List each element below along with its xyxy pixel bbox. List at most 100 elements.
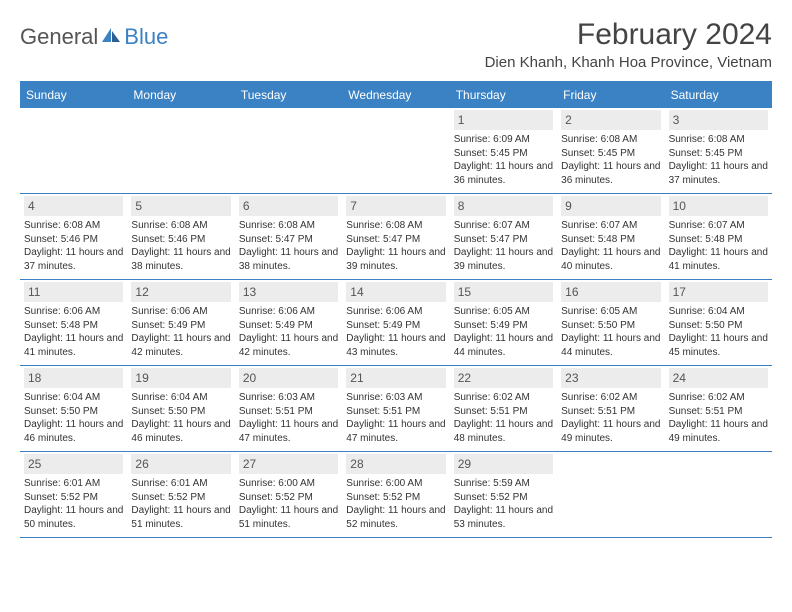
day-cell — [665, 452, 772, 537]
daylight-text: Daylight: 11 hours and 41 minutes. — [669, 246, 768, 273]
day-details: Sunrise: 5:59 AMSunset: 5:52 PMDaylight:… — [454, 477, 553, 531]
day-details: Sunrise: 6:05 AMSunset: 5:49 PMDaylight:… — [454, 305, 553, 359]
sunset-text: Sunset: 5:51 PM — [239, 405, 338, 419]
daylight-text: Daylight: 11 hours and 53 minutes. — [454, 504, 553, 531]
day-details: Sunrise: 6:03 AMSunset: 5:51 PMDaylight:… — [346, 391, 445, 445]
sunset-text: Sunset: 5:49 PM — [239, 319, 338, 333]
day-number: 27 — [239, 454, 338, 474]
day-number: 18 — [24, 368, 123, 388]
sunrise-text: Sunrise: 6:04 AM — [24, 391, 123, 405]
day-number: 14 — [346, 282, 445, 302]
day-details: Sunrise: 6:08 AMSunset: 5:45 PMDaylight:… — [561, 133, 660, 187]
sunrise-text: Sunrise: 6:07 AM — [561, 219, 660, 233]
title-block: February 2024 Dien Khanh, Khanh Hoa Prov… — [485, 18, 772, 71]
day-number: 6 — [239, 196, 338, 216]
day-details: Sunrise: 6:00 AMSunset: 5:52 PMDaylight:… — [346, 477, 445, 531]
sunrise-text: Sunrise: 6:08 AM — [669, 133, 768, 147]
day-cell: 1Sunrise: 6:09 AMSunset: 5:45 PMDaylight… — [450, 108, 557, 193]
day-cell: 15Sunrise: 6:05 AMSunset: 5:49 PMDayligh… — [450, 280, 557, 365]
day-number: 26 — [131, 454, 230, 474]
day-number: 23 — [561, 368, 660, 388]
day-details: Sunrise: 6:08 AMSunset: 5:47 PMDaylight:… — [239, 219, 338, 273]
day-cell: 13 Sunrise: 6:06 AMSunset: 5:49 PMDayligh… — [235, 280, 342, 365]
day-details: Sunrise: 6:06 AMSunset: 5:49 PMDaylight:… — [346, 305, 445, 359]
day-details: Sunrise: 6:05 AMSunset: 5:50 PMDaylight:… — [561, 305, 660, 359]
day-number: 25 — [24, 454, 123, 474]
day-cell: 16Sunrise: 6:05 AMSunset: 5:50 PMDayligh… — [557, 280, 664, 365]
day-number: 20 — [239, 368, 338, 388]
sunset-text: Sunset: 5:52 PM — [24, 491, 123, 505]
sunset-text: Sunset: 5:51 PM — [346, 405, 445, 419]
week-row: 25 Sunrise: 6:01 AMSunset: 5:52 PMDayligh… — [20, 452, 772, 538]
sunrise-text: Sunrise: 6:02 AM — [454, 391, 553, 405]
day-details: Sunrise: 6:08 AMSunset: 5:45 PMDaylight:… — [669, 133, 768, 187]
daylight-text: Daylight: 11 hours and 46 minutes. — [131, 418, 230, 445]
daylight-text: Daylight: 11 hours and 36 minutes. — [454, 160, 553, 187]
daylight-text: Daylight: 11 hours and 45 minutes. — [669, 332, 768, 359]
day-number — [131, 110, 230, 116]
sunset-text: Sunset: 5:52 PM — [239, 491, 338, 505]
day-number: 24 — [669, 368, 768, 388]
day-cell: 29 Sunrise: 5:59 AMSunset: 5:52 PMDayligh… — [450, 452, 557, 537]
sunrise-text: Sunrise: 6:06 AM — [24, 305, 123, 319]
day-number: 29 — [454, 454, 553, 474]
calendar: SundayMondayTuesdayWednesdayThursdayFrid… — [20, 81, 772, 538]
day-number — [561, 454, 660, 460]
sunrise-text: Sunrise: 6:05 AM — [454, 305, 553, 319]
sunset-text: Sunset: 5:48 PM — [24, 319, 123, 333]
day-details: Sunrise: 6:06 AMSunset: 5:49 PMDaylight:… — [131, 305, 230, 359]
day-cell: 22Sunrise: 6:02 AMSunset: 5:51 PMDayligh… — [450, 366, 557, 451]
day-cell: 23 Sunrise: 6:02 AMSunset: 5:51 PMDayligh… — [557, 366, 664, 451]
daylight-text: Daylight: 11 hours and 39 minutes. — [346, 246, 445, 273]
daylight-text: Daylight: 11 hours and 42 minutes. — [131, 332, 230, 359]
day-cell: 6 Sunrise: 6:08 AMSunset: 5:47 PMDaylight… — [235, 194, 342, 279]
daylight-text: Daylight: 11 hours and 47 minutes. — [239, 418, 338, 445]
day-details: Sunrise: 6:06 AMSunset: 5:48 PMDaylight:… — [24, 305, 123, 359]
daylight-text: Daylight: 11 hours and 44 minutes. — [561, 332, 660, 359]
sunrise-text: Sunrise: 6:08 AM — [561, 133, 660, 147]
location-text: Dien Khanh, Khanh Hoa Province, Vietnam — [485, 54, 772, 71]
sunrise-text: Sunrise: 6:03 AM — [346, 391, 445, 405]
sunset-text: Sunset: 5:45 PM — [561, 147, 660, 161]
day-number: 13 — [239, 282, 338, 302]
day-details: Sunrise: 6:09 AMSunset: 5:45 PMDaylight:… — [454, 133, 553, 187]
sunrise-text: Sunrise: 6:08 AM — [346, 219, 445, 233]
weekday-header: SundayMondayTuesdayWednesdayThursdayFrid… — [20, 83, 772, 108]
day-number: 17 — [669, 282, 768, 302]
day-details: Sunrise: 6:02 AMSunset: 5:51 PMDaylight:… — [561, 391, 660, 445]
weekday-thursday: Thursday — [450, 83, 557, 108]
sunset-text: Sunset: 5:46 PM — [24, 233, 123, 247]
daylight-text: Daylight: 11 hours and 52 minutes. — [346, 504, 445, 531]
day-number: 3 — [669, 110, 768, 130]
day-details: Sunrise: 6:08 AMSunset: 5:46 PMDaylight:… — [131, 219, 230, 273]
day-cell — [342, 108, 449, 193]
sunrise-text: Sunrise: 6:04 AM — [131, 391, 230, 405]
day-details: Sunrise: 6:02 AMSunset: 5:51 PMDaylight:… — [669, 391, 768, 445]
sunset-text: Sunset: 5:51 PM — [561, 405, 660, 419]
daylight-text: Daylight: 11 hours and 46 minutes. — [24, 418, 123, 445]
day-details: Sunrise: 6:01 AMSunset: 5:52 PMDaylight:… — [131, 477, 230, 531]
daylight-text: Daylight: 11 hours and 43 minutes. — [346, 332, 445, 359]
day-number: 11 — [24, 282, 123, 302]
day-cell: 24 Sunrise: 6:02 AMSunset: 5:51 PMDayligh… — [665, 366, 772, 451]
sunrise-text: Sunrise: 6:00 AM — [239, 477, 338, 491]
day-cell: 9Sunrise: 6:07 AMSunset: 5:48 PMDaylight… — [557, 194, 664, 279]
day-cell: 5Sunrise: 6:08 AMSunset: 5:46 PMDaylight… — [127, 194, 234, 279]
day-number: 7 — [346, 196, 445, 216]
daylight-text: Daylight: 11 hours and 51 minutes. — [239, 504, 338, 531]
day-cell: 28Sunrise: 6:00 AMSunset: 5:52 PMDayligh… — [342, 452, 449, 537]
day-cell: 4Sunrise: 6:08 AMSunset: 5:46 PMDaylight… — [20, 194, 127, 279]
day-details: Sunrise: 6:07 AMSunset: 5:48 PMDaylight:… — [561, 219, 660, 273]
sunset-text: Sunset: 5:52 PM — [454, 491, 553, 505]
sunrise-text: Sunrise: 6:07 AM — [454, 219, 553, 233]
sunset-text: Sunset: 5:47 PM — [454, 233, 553, 247]
day-cell: 7Sunrise: 6:08 AMSunset: 5:47 PMDaylight… — [342, 194, 449, 279]
day-cell: 8Sunrise: 6:07 AMSunset: 5:47 PMDaylight… — [450, 194, 557, 279]
day-details: Sunrise: 6:06 AMSunset: 5:49 PMDaylight:… — [239, 305, 338, 359]
weekday-sunday: Sunday — [20, 83, 127, 108]
day-cell: 17Sunrise: 6:04 AMSunset: 5:50 PMDayligh… — [665, 280, 772, 365]
day-number: 21 — [346, 368, 445, 388]
day-number: 19 — [131, 368, 230, 388]
sunset-text: Sunset: 5:48 PM — [561, 233, 660, 247]
sunset-text: Sunset: 5:49 PM — [346, 319, 445, 333]
